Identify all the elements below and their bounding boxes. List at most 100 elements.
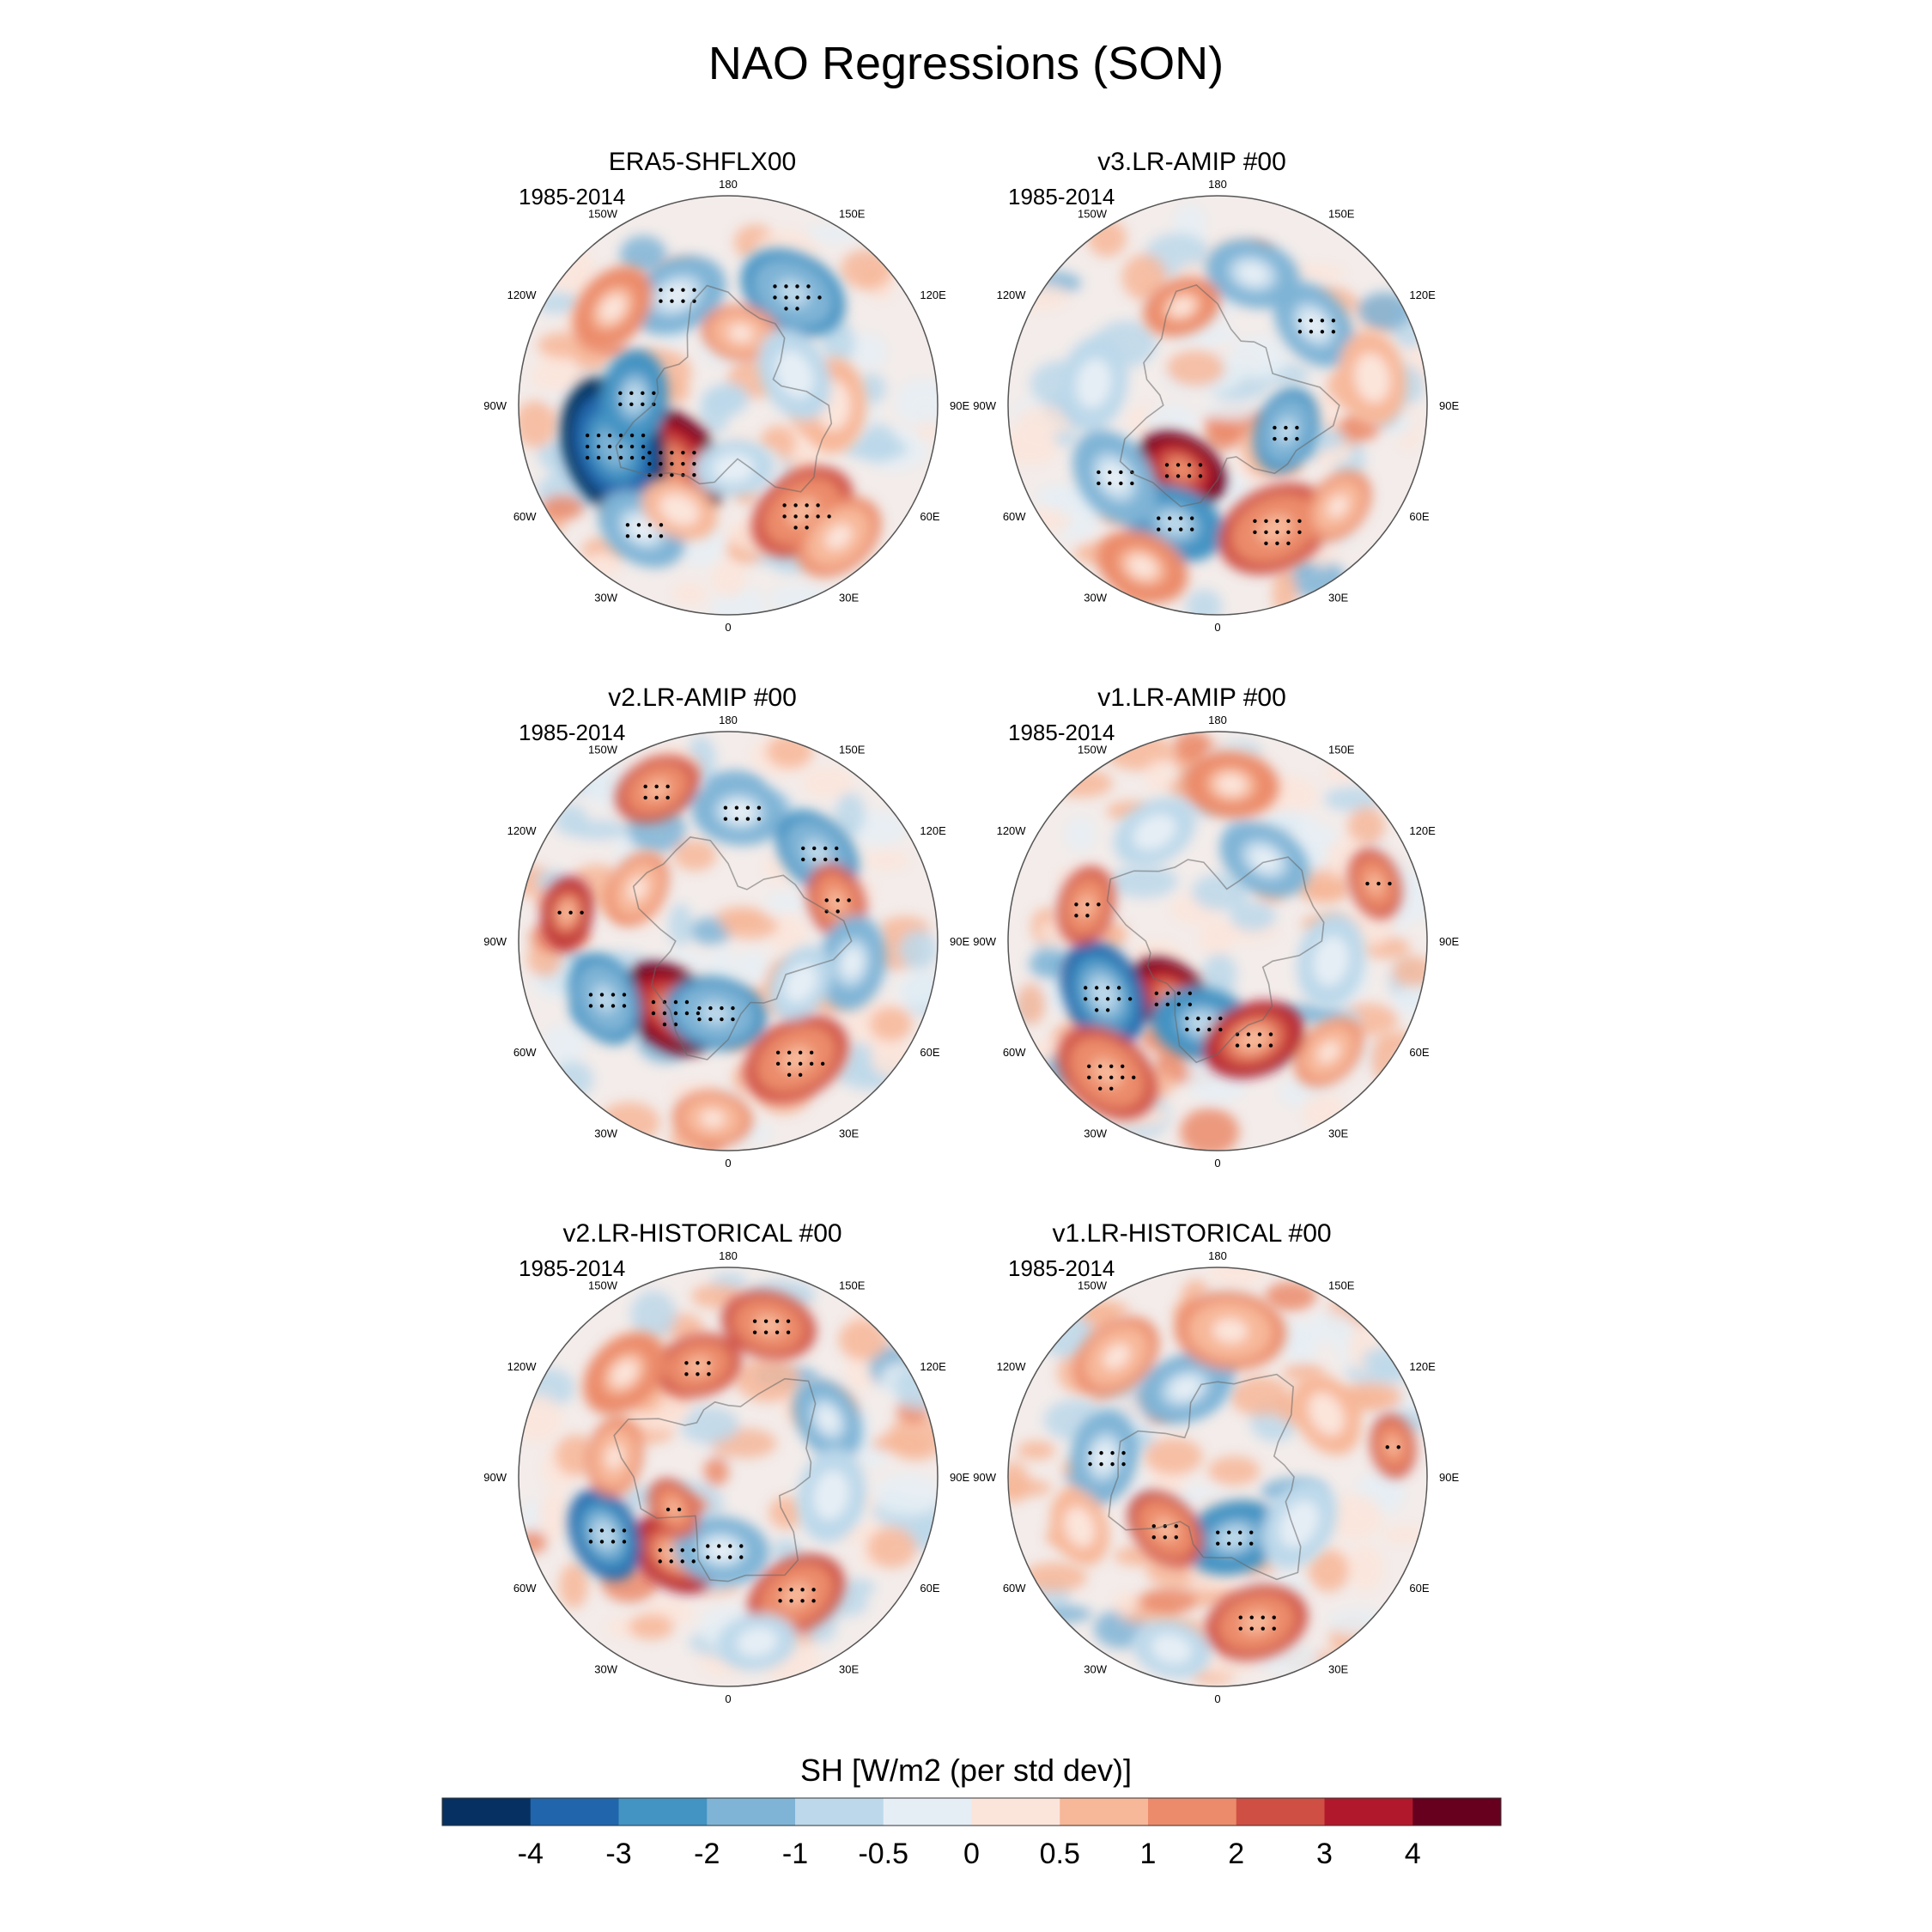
stipple-dot <box>1083 986 1088 990</box>
coastline <box>613 1377 817 1583</box>
noise-blob <box>1382 1526 1427 1544</box>
lon-label: 60E <box>1409 510 1429 523</box>
stipple-dot <box>622 1540 627 1544</box>
lon-label: 120W <box>507 824 538 837</box>
noise-blob <box>1288 1327 1315 1373</box>
significance-stipple <box>585 433 646 460</box>
anomaly-contour <box>1212 1318 1249 1344</box>
anomaly-contour <box>791 971 811 995</box>
stipple-dot <box>728 1555 732 1559</box>
anomaly-contour <box>728 324 754 343</box>
noise-blob <box>1145 404 1197 439</box>
lon-label: 30E <box>839 1662 859 1675</box>
noise-blob <box>1022 1562 1087 1593</box>
stipple-dot <box>1074 914 1078 918</box>
stipple-dot <box>1109 1075 1114 1079</box>
map-field <box>519 196 938 615</box>
anomaly-contour <box>559 901 575 925</box>
noise-blob <box>1113 1592 1138 1616</box>
stipple-dot <box>684 1011 690 1016</box>
stipple-dot <box>784 284 788 289</box>
significance-stipple <box>697 1005 735 1022</box>
stipple-dot <box>775 1061 781 1066</box>
noise-blob <box>735 951 769 982</box>
noise-blob <box>1029 950 1069 979</box>
lon-label: 60E <box>1409 1046 1429 1059</box>
stipple-dot <box>665 784 670 789</box>
stipple-dot <box>728 1544 732 1548</box>
stipple-dot <box>629 433 635 438</box>
stipple-dot <box>647 523 653 527</box>
anomaly-contour <box>1287 1510 1311 1539</box>
significance-stipple <box>643 784 670 800</box>
stipple-dot <box>611 1528 616 1533</box>
stipple-dot <box>1261 1626 1265 1631</box>
noise-blob <box>1145 760 1171 795</box>
anomaly-contour <box>720 459 746 477</box>
noise-blob <box>574 864 618 889</box>
stipple-dot <box>1165 991 1170 996</box>
stipple-dot <box>1272 1626 1276 1631</box>
coastlines <box>1106 856 1325 1064</box>
noise-blob <box>835 793 866 837</box>
stipple-dot <box>1168 527 1172 532</box>
coastlines <box>1119 284 1340 507</box>
significance-stipple <box>752 1319 791 1334</box>
lon-label: 120W <box>997 289 1027 301</box>
stipple-dot <box>696 1361 700 1365</box>
stipple-dot <box>681 450 685 455</box>
lon-label: 90W <box>483 935 507 948</box>
noise-blob <box>1347 806 1386 847</box>
stipple-dot <box>1108 470 1112 475</box>
figure-title: NAO Regressions (SON) <box>708 38 1224 89</box>
lon-label: 30W <box>1084 591 1107 604</box>
stipple-dot <box>793 503 798 507</box>
stipple-dot <box>787 1050 792 1055</box>
stipple-dot <box>1094 1008 1099 1012</box>
stipple-dot <box>1176 1002 1182 1007</box>
anomaly-contour <box>825 524 853 550</box>
noise-blob <box>543 1024 586 1064</box>
noise-blob <box>1265 1281 1317 1311</box>
stipple-dot <box>734 817 739 821</box>
noise-blob <box>519 400 557 448</box>
stipple-dot <box>596 455 601 460</box>
coastline <box>632 836 853 1060</box>
lon-label: 120E <box>920 1360 946 1373</box>
stipple-dot <box>1088 1450 1092 1455</box>
stipple-dot <box>773 284 777 289</box>
stipple-dot <box>835 898 840 902</box>
stipple-dot <box>629 402 634 407</box>
lon-label: 150W <box>1078 744 1108 756</box>
noise-blob <box>1325 1494 1382 1540</box>
stipple-dot <box>1238 1530 1242 1534</box>
anomaly-contour <box>1366 872 1384 896</box>
anomaly-contour <box>841 947 863 978</box>
anomaly-contour <box>1301 311 1327 338</box>
lon-label: 30E <box>1328 1662 1348 1675</box>
stipple-dot <box>1121 1064 1125 1068</box>
noise-blob <box>735 1358 801 1403</box>
lon-label: 150E <box>839 744 866 756</box>
stipple-dot <box>557 910 562 914</box>
lon-label: 0 <box>725 1157 731 1170</box>
noise-blob <box>840 249 894 289</box>
significance-stipple <box>1238 1615 1276 1631</box>
noise-blob <box>1229 336 1288 380</box>
stipple-dot <box>1227 1541 1231 1546</box>
stipple-dot <box>622 1528 627 1533</box>
stipple-dot <box>1109 1086 1114 1091</box>
anomaly-contour <box>592 984 617 1013</box>
stipple-dot <box>756 817 762 821</box>
lon-label: 150E <box>839 208 866 221</box>
stipple-dot <box>1187 474 1192 478</box>
noise-blob <box>541 495 585 520</box>
stipple-dot <box>1154 991 1159 996</box>
panel-title: v2.LR-HISTORICAL #00 <box>562 1219 841 1248</box>
stipple-dot <box>809 1061 814 1066</box>
lon-label: 90E <box>1439 399 1459 412</box>
stipple-dot <box>782 503 787 507</box>
stipple-dot <box>1087 1064 1091 1068</box>
stipple-dot <box>1320 330 1325 334</box>
